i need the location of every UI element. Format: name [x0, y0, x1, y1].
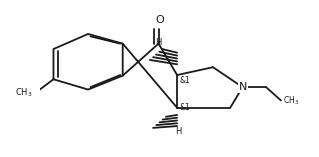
Text: H: H [175, 127, 182, 136]
Text: O: O [155, 15, 164, 25]
Text: &1: &1 [180, 103, 190, 112]
Text: N: N [238, 82, 247, 92]
Text: CH$_3$: CH$_3$ [283, 94, 300, 107]
Text: CH$_3$: CH$_3$ [15, 87, 33, 99]
Text: &1: &1 [180, 76, 190, 85]
Text: H: H [155, 38, 161, 47]
